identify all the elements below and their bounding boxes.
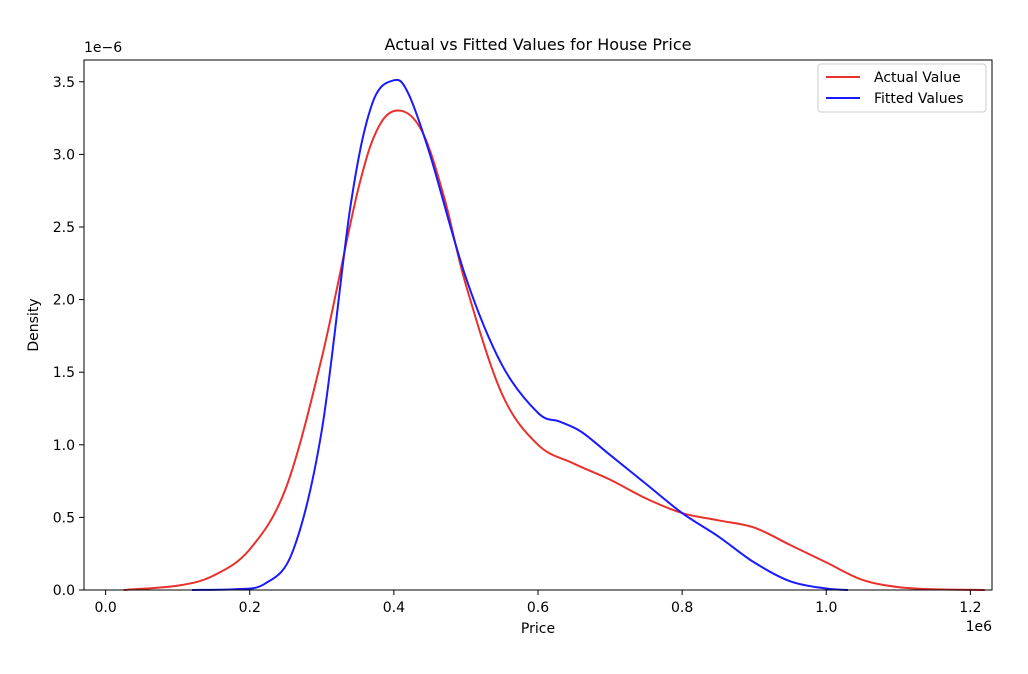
series-line-fitted-values <box>192 78 848 591</box>
legend-label-actual-value: Actual Value <box>874 70 961 86</box>
y-axis-label: Density <box>26 298 42 351</box>
y-tick-label: 1.5 <box>53 365 75 381</box>
x-tick-label: 1.0 <box>815 600 837 616</box>
ticks: 0.0 0.2 0.4 0.6 0.8 1.0 1.2 0.0 0.5 1.0 1.5 2.0 2.5 3… <box>53 75 982 616</box>
legend-label-fitted-values: Fitted Values <box>874 91 964 107</box>
y-tick-label: 2.5 <box>53 220 75 236</box>
series-line-actual-value <box>123 109 985 591</box>
y-tick-label: 3.5 <box>53 75 75 91</box>
y-tick-label: 2.0 <box>53 293 75 309</box>
x-tick-label: 0.6 <box>527 600 549 616</box>
chart-title: Actual vs Fitted Values for House Price <box>385 35 692 54</box>
y-tick-label: 3.0 <box>53 147 75 163</box>
axes-frame <box>83 59 993 591</box>
x-tick-label: 0.4 <box>383 600 405 616</box>
legend: Actual Value Fitted Values <box>817 63 987 113</box>
x-axis-label: Price <box>521 621 555 637</box>
y-tick-label: 0.0 <box>53 583 75 599</box>
x-tick-label: 0.0 <box>94 600 116 616</box>
y-tick-label: 0.5 <box>53 510 75 526</box>
x-tick-label: 1.2 <box>959 600 981 616</box>
x-tick-label: 0.8 <box>671 600 693 616</box>
plot-area <box>123 78 985 591</box>
x-offset-label: 1e6 <box>966 619 993 635</box>
y-offset-label: 1e−6 <box>84 40 122 56</box>
x-tick-label: 0.2 <box>239 600 261 616</box>
y-tick-label: 1.0 <box>53 438 75 454</box>
